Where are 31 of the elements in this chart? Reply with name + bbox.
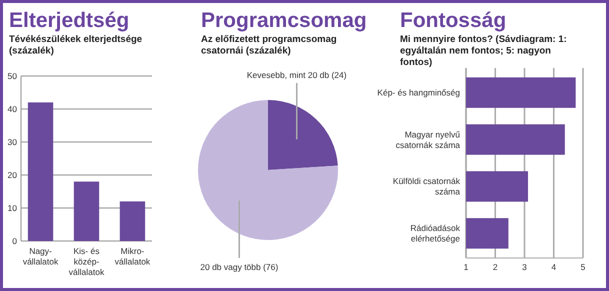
x-tick-label: 1 [464,262,469,272]
x-tick-label: Mikro- vállalatok [114,246,151,266]
y-tick-label: Kép- és hangminőség [377,88,460,98]
x-tick-label: 2 [492,262,498,272]
slice-label: 20 db vagy több (76) [200,262,278,272]
chart-subtitle: Tévékészülékek elterjedtsége (százalék) [9,34,142,56]
bar [28,102,54,241]
y-tick-label: 20 [8,170,18,180]
y-tick-label: 30 [8,137,18,147]
y-tick-label: 0 [12,236,18,246]
chart-title: Elterjedtség [9,9,130,32]
bar [120,201,146,241]
bar [74,182,100,241]
y-tick-label: Magyar nyelvű csatornák száma [396,129,460,150]
y-tick-label: 10 [8,203,18,213]
pie-slice [268,100,338,170]
y-tick-label: 40 [8,104,18,114]
chart-title: Fontosság [400,9,506,32]
x-tick-label: Nagy- vállalatok [22,246,59,266]
pie-slice [198,100,338,240]
y-tick-label: Külföldi csatornák száma [392,176,461,197]
slice-label: Kevesebb, mint 20 db (24) [246,70,347,80]
x-tick-label: 4 [551,262,556,272]
chart-subtitle: Mi mennyire fontos? (Sávdiagram: 1: egyáltalán nem fontos; 5: nagyon fontos) [400,34,567,68]
x-tick-label: 5 [580,262,586,272]
y-tick-label: 50 [8,71,18,81]
chart-title: Programcsomag [201,9,367,32]
x-tick-label: Kis- és közép- vállalatok [68,246,105,277]
y-tick-label: Rádióadások elérhetősége [410,223,461,244]
x-tick-label: 3 [522,262,528,272]
chart-subtitle: Az előfizetett programcsomag csatornái (százalék) [201,34,337,56]
